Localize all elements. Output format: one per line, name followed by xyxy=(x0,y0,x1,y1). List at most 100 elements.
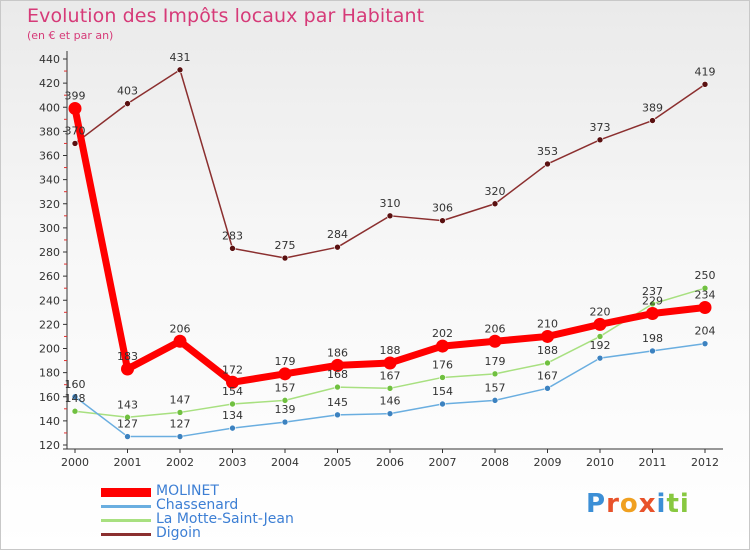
data-point-la-motte-saint-jean xyxy=(596,333,604,340)
data-point-la-motte-saint-jean xyxy=(124,413,131,421)
data-point-molinet xyxy=(226,375,239,389)
series-line-molinet xyxy=(71,104,709,386)
data-label-chassenard: 134 xyxy=(222,409,243,422)
x-tick-label: 2000 xyxy=(61,456,89,469)
logo-letter: i xyxy=(656,489,667,519)
data-point-molinet xyxy=(383,356,397,370)
data-label-la-motte-saint-jean: 176 xyxy=(432,358,453,371)
data-point-molinet xyxy=(698,300,712,314)
x-tick-label: 2008 xyxy=(481,456,509,469)
legend-label-digoin: Digoin xyxy=(156,525,201,541)
data-point-la-motte-saint-jean xyxy=(281,397,289,404)
data-point-molinet xyxy=(68,101,82,115)
data-point-la-motte-saint-jean xyxy=(229,400,236,408)
data-point-digoin xyxy=(281,254,289,262)
data-label-molinet: 188 xyxy=(380,344,401,357)
y-tick-label: 340 xyxy=(39,174,60,187)
y-tick-label: 400 xyxy=(39,101,60,114)
data-point-molinet xyxy=(593,317,607,331)
data-label-digoin: 403 xyxy=(117,85,138,98)
data-point-la-motte-saint-jean xyxy=(491,370,499,378)
data-label-digoin: 283 xyxy=(222,229,243,242)
data-point-digoin xyxy=(596,136,604,144)
data-label-digoin: 353 xyxy=(537,145,558,158)
legend-label-chassenard: Chassenard xyxy=(156,497,239,513)
data-point-molinet xyxy=(541,329,554,343)
data-point-molinet xyxy=(436,339,449,353)
data-label-molinet: 183 xyxy=(117,350,138,363)
data-point-chassenard xyxy=(124,433,131,440)
data-label-digoin: 419 xyxy=(695,65,716,78)
data-point-la-motte-saint-jean xyxy=(176,409,184,416)
data-point-molinet xyxy=(121,362,134,376)
data-label-digoin: 275 xyxy=(275,239,296,252)
x-tick-label: 2007 xyxy=(429,456,457,469)
data-point-digoin xyxy=(71,140,79,147)
data-point-digoin xyxy=(229,245,236,252)
y-tick-label: 380 xyxy=(39,125,60,138)
chart-subtitle: (en € et par an) xyxy=(27,29,114,42)
y-tick-label: 240 xyxy=(39,294,60,307)
data-point-digoin xyxy=(649,117,656,124)
data-point-molinet xyxy=(646,307,659,321)
legend-swatch-la-motte-saint-jean xyxy=(101,519,151,522)
data-point-chassenard xyxy=(701,340,709,347)
x-tick-label: 2005 xyxy=(324,456,352,469)
logo-letter: i xyxy=(679,489,690,519)
y-tick-label: 420 xyxy=(39,77,60,90)
data-point-la-motte-saint-jean xyxy=(544,359,551,367)
data-point-digoin xyxy=(439,217,446,224)
data-label-la-motte-saint-jean: 148 xyxy=(65,392,86,405)
data-label-molinet: 172 xyxy=(222,363,243,376)
data-point-molinet xyxy=(278,367,292,381)
data-label-digoin: 310 xyxy=(380,197,401,210)
y-tick-label: 300 xyxy=(39,222,60,235)
data-label-la-motte-saint-jean: 237 xyxy=(642,285,663,298)
data-label-digoin: 284 xyxy=(327,228,348,241)
legend-swatch-molinet xyxy=(101,488,151,497)
data-label-molinet: 206 xyxy=(170,322,191,335)
data-point-chassenard xyxy=(544,385,551,392)
data-point-chassenard xyxy=(439,400,446,408)
data-point-molinet xyxy=(331,358,344,372)
series-line-digoin xyxy=(74,69,706,259)
data-point-chassenard xyxy=(491,397,499,404)
data-label-chassenard: 157 xyxy=(485,381,506,394)
data-label-digoin: 306 xyxy=(432,202,453,215)
x-tick-label: 2009 xyxy=(534,456,562,469)
y-tick-label: 260 xyxy=(39,270,60,283)
data-point-la-motte-saint-jean xyxy=(439,374,446,381)
y-tick-label: 440 xyxy=(39,53,60,66)
logo-letter: r xyxy=(606,489,620,519)
x-tick-label: 2003 xyxy=(219,456,247,469)
x-tick-label: 2011 xyxy=(639,456,667,469)
y-tick-label: 220 xyxy=(39,318,60,331)
data-point-digoin xyxy=(491,200,499,208)
data-point-la-motte-saint-jean xyxy=(386,385,394,392)
legend-label-la-motte-saint-jean: La Motte-Saint-Jean xyxy=(156,511,294,527)
data-point-chassenard xyxy=(281,418,289,426)
chart-title: Evolution des Impôts locaux par Habitant xyxy=(27,5,425,27)
data-label-chassenard: 145 xyxy=(327,396,348,409)
x-tick-label: 2012 xyxy=(691,456,719,469)
data-point-la-motte-saint-jean xyxy=(701,284,709,292)
data-point-chassenard xyxy=(229,424,236,432)
data-label-digoin: 431 xyxy=(170,51,191,64)
y-tick-label: 280 xyxy=(39,246,60,259)
data-label-la-motte-saint-jean: 147 xyxy=(170,393,191,406)
proxiti-logo: Proxiti xyxy=(586,489,690,519)
data-label-la-motte-saint-jean: 167 xyxy=(380,369,401,382)
data-point-chassenard xyxy=(334,411,341,419)
y-tick-label: 180 xyxy=(39,367,60,380)
y-tick-label: 120 xyxy=(39,439,60,452)
legend-label-molinet: MOLINET xyxy=(156,483,219,499)
data-label-chassenard: 127 xyxy=(170,418,191,431)
data-point-digoin xyxy=(386,212,394,220)
logo-letter: o xyxy=(619,489,639,519)
data-point-digoin xyxy=(701,81,709,88)
y-tick-label: 320 xyxy=(39,198,60,211)
y-tick-label: 200 xyxy=(39,343,60,356)
data-point-digoin xyxy=(334,243,341,251)
data-label-la-motte-saint-jean: 168 xyxy=(327,368,348,381)
